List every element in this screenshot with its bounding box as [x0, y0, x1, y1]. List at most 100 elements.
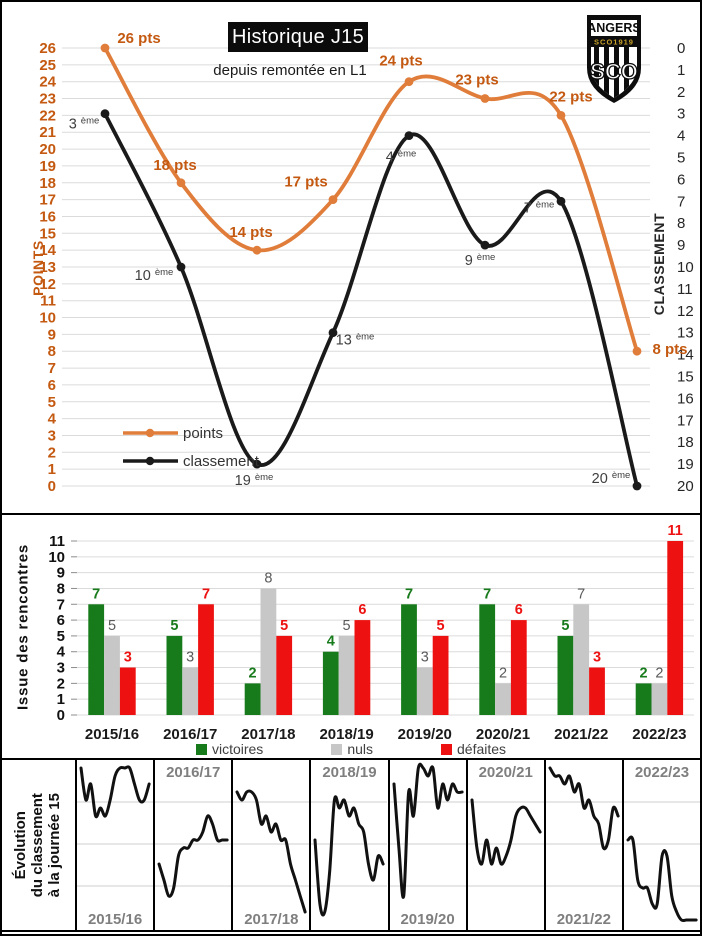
- left-tick-label: 16: [39, 208, 56, 225]
- sparkline-panel-2019-20: 2019/20: [387, 760, 466, 930]
- bar-axis-title: Issue des rencontres: [14, 543, 32, 711]
- chart-title-box: Historique J15: [228, 22, 368, 52]
- bar-victoires: [322, 651, 339, 715]
- logo-club-name: ANGERS: [587, 21, 640, 35]
- points-data-label: 26 pts: [117, 30, 160, 47]
- sparkline-panel-2015-16: 2015/16: [75, 760, 154, 930]
- bar-nuls: [416, 667, 433, 715]
- right-axis-title: CLASSEMENT: [651, 212, 667, 316]
- left-tick-label: 0: [48, 478, 56, 495]
- right-tick-label: 7: [677, 193, 685, 210]
- right-tick-label: 14: [677, 347, 694, 364]
- right-tick-label: 12: [677, 303, 694, 320]
- y-tick-label: 1: [57, 691, 65, 708]
- left-tick-label: 25: [39, 57, 56, 74]
- left-tick-label: 10: [39, 310, 56, 327]
- evolution-axis-title-cell: Évolution du classement à la journée 15: [2, 760, 75, 930]
- issues-bar-chart: 012345678910117532015/165372016/17285201…: [48, 523, 694, 743]
- evolution-title-line2: du classement: [29, 792, 47, 898]
- bar-value-label: 2: [655, 665, 663, 681]
- classement-data-label: 13 ème: [336, 332, 375, 349]
- logo-band-text: SCO1919: [594, 38, 634, 47]
- left-tick-label: 8: [48, 343, 56, 360]
- sparkline-chart: [389, 762, 466, 899]
- left-tick-label: 1: [48, 461, 56, 478]
- bar-value-label: 3: [186, 650, 194, 666]
- sparkline-chart: [467, 798, 544, 887]
- classement-marker: [252, 459, 262, 469]
- victoires-swatch: [195, 743, 207, 755]
- classement-data-label: 4 ème: [386, 149, 417, 166]
- bar-nuls: [182, 667, 199, 715]
- bar-nuls: [651, 683, 668, 715]
- bar-nuls: [260, 588, 277, 715]
- right-tick-label: 2: [677, 84, 685, 101]
- y-tick-label: 10: [48, 549, 65, 566]
- bar-value-label: 6: [515, 602, 523, 618]
- y-tick-label: 5: [57, 628, 65, 645]
- section-issue-rencontres: 0 1 2 3 4 5 6 7 8 9 10 11 7 5 3 2015/16 5 3 7 2016/17 2 8 5 201…: [2, 513, 700, 758]
- legend-points-label: points: [183, 425, 223, 442]
- bar-value-label: 7: [577, 586, 585, 602]
- season-label: 2021/22: [556, 911, 611, 928]
- y-tick-label: 8: [57, 580, 65, 597]
- classement-sparkline: [548, 766, 620, 851]
- y-tick-label: 11: [49, 533, 65, 550]
- classement-sparkline: [313, 795, 385, 917]
- bar-victoires: [166, 635, 183, 715]
- bar-category-label: 2022/23: [632, 726, 686, 743]
- points-marker: [632, 346, 642, 356]
- left-tick-label: 18: [39, 175, 56, 192]
- classement-sparkline: [79, 765, 151, 819]
- classement-marker: [556, 196, 566, 206]
- sparkline-panels: 2015/16 2016/17 2017/18 2018/19 2019/20 2020/…: [75, 760, 700, 930]
- y-tick-label: 0: [57, 707, 65, 724]
- legend-defaites: défaites: [441, 741, 506, 757]
- bar-victoires: [479, 604, 496, 715]
- points-marker: [480, 94, 490, 103]
- season-label: 2016/17: [166, 764, 221, 781]
- bar-nuls: [573, 604, 590, 715]
- defaites-swatch: [441, 743, 452, 755]
- right-tick-label: 1: [677, 62, 685, 79]
- classement-data-label: 3 ème: [69, 116, 100, 133]
- classement-sparkline: [392, 762, 464, 899]
- bar-value-label: 7: [92, 586, 100, 602]
- points-marker: [328, 195, 338, 205]
- bar-défaites: [589, 667, 605, 715]
- classement-data-label: 7 ème: [524, 199, 555, 216]
- bar-value-label: 6: [358, 602, 366, 618]
- evolution-title-line3: à la journée 15: [45, 792, 63, 898]
- points-marker: [252, 245, 262, 255]
- points-marker: [556, 111, 566, 120]
- bar-value-label: 8: [264, 570, 272, 586]
- bar-défaites: [119, 667, 136, 715]
- left-tick-label: 26: [39, 40, 56, 57]
- season-label: 2017/18: [244, 911, 299, 928]
- classement-data-label: 20 ème: [592, 470, 631, 487]
- legend-victoires-label: victoires: [211, 741, 264, 757]
- bar-nuls: [104, 635, 120, 715]
- y-tick-label: 9: [57, 565, 65, 582]
- bar-category-label: 2019/20: [398, 726, 452, 743]
- chart-subtitle: depuis remontée en L1: [213, 62, 367, 79]
- right-tick-label: 20: [677, 478, 694, 495]
- right-tick-label: 17: [677, 412, 694, 429]
- legend-nuls: nuls: [331, 741, 373, 757]
- bar-nuls: [495, 683, 511, 715]
- bar-défaites: [432, 635, 449, 715]
- sparkline-chart: [545, 766, 622, 887]
- bar-value-label: 3: [124, 650, 132, 666]
- legend-classement-label: classement: [183, 453, 260, 470]
- bar-value-label: 4: [327, 634, 335, 650]
- points-data-label: 22 pts: [549, 88, 592, 105]
- bar-value-label: 5: [170, 618, 178, 634]
- bar-category-label: 2016/17: [163, 726, 217, 743]
- y-tick-label: 7: [57, 596, 65, 613]
- bar-défaites: [510, 620, 527, 715]
- right-tick-label: 13: [677, 325, 694, 342]
- bar-victoires: [244, 683, 261, 715]
- evolution-title-line1: Évolution: [12, 810, 30, 880]
- bar-victoires: [88, 604, 105, 715]
- bar-value-label: 5: [280, 618, 288, 634]
